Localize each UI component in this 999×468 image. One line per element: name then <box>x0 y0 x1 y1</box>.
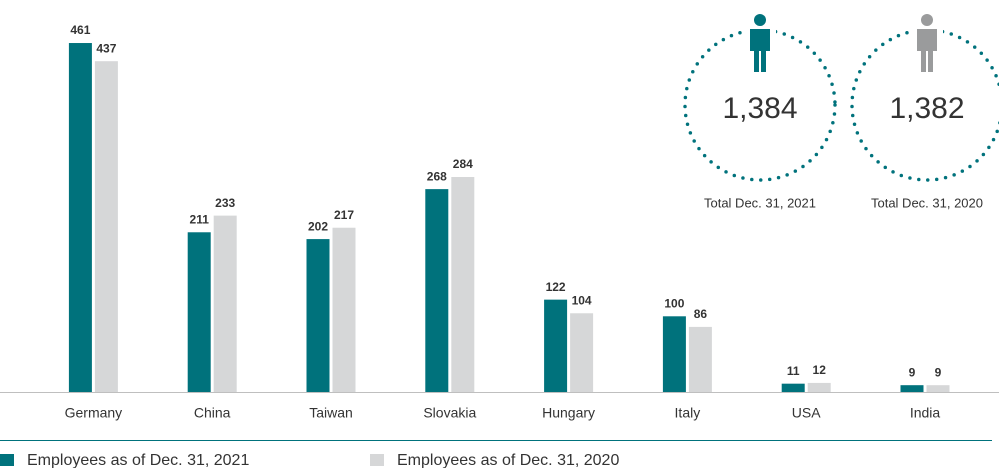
legend-label: Employees as of Dec. 31, 2021 <box>27 452 249 468</box>
legend-label: Employees as of Dec. 31, 2020 <box>397 452 619 468</box>
bar <box>807 382 831 392</box>
bar <box>570 313 594 392</box>
bar <box>94 61 118 392</box>
data-label: 217 <box>334 208 354 222</box>
data-label: 268 <box>427 169 447 183</box>
data-label: 100 <box>664 296 684 310</box>
data-label: 284 <box>453 157 473 171</box>
data-label: 211 <box>190 212 210 226</box>
bar <box>68 43 92 392</box>
x-tick-label: Taiwan <box>309 405 353 421</box>
bar <box>187 232 211 392</box>
data-label: 11 <box>787 364 800 378</box>
data-label: 86 <box>694 307 708 321</box>
data-label: 9 <box>935 365 942 379</box>
x-tick-label: Hungary <box>542 405 595 421</box>
x-tick-label: Italy <box>675 405 701 421</box>
total-value: 1,382 <box>889 92 964 125</box>
bar <box>688 326 712 392</box>
bar <box>306 239 330 392</box>
bar <box>213 215 237 392</box>
icon-body <box>917 29 937 72</box>
x-tick-label: China <box>194 405 231 421</box>
data-label: 9 <box>909 365 916 379</box>
icon-head <box>921 14 933 26</box>
bar <box>451 177 475 392</box>
data-label: 12 <box>813 363 827 377</box>
bar <box>900 385 924 392</box>
icon-body <box>750 29 770 72</box>
bar <box>926 385 950 392</box>
total-ring <box>683 28 837 182</box>
x-tick-label: Germany <box>65 405 123 421</box>
total-label: Total Dec. 31, 2021 <box>704 195 816 210</box>
bar <box>332 227 356 392</box>
data-label: 122 <box>546 280 566 294</box>
data-label: 104 <box>572 293 592 307</box>
legend-swatch <box>370 454 384 466</box>
total-label: Total Dec. 31, 2020 <box>871 195 983 210</box>
x-tick-label: India <box>910 405 941 421</box>
icon-head <box>754 14 766 26</box>
bar <box>781 383 805 392</box>
bar <box>662 316 686 392</box>
x-tick-label: USA <box>792 405 821 421</box>
data-label: 233 <box>215 196 235 210</box>
bar <box>425 189 449 392</box>
bar <box>544 299 568 392</box>
total-value: 1,384 <box>722 92 797 125</box>
data-label: 202 <box>308 219 328 233</box>
data-label: 437 <box>96 41 116 55</box>
data-label: 461 <box>70 23 90 37</box>
total-ring <box>850 28 999 182</box>
legend-swatch <box>0 454 14 466</box>
x-tick-label: Slovakia <box>423 405 476 421</box>
